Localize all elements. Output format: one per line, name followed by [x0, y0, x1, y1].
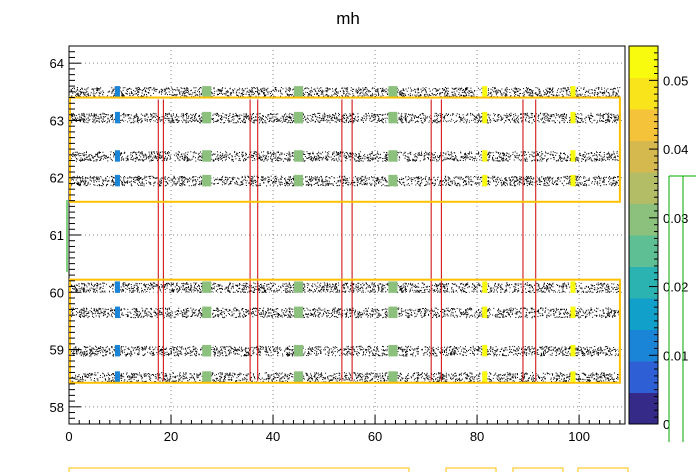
colorbar-tick-label: 0	[663, 417, 670, 432]
column-marker	[202, 111, 212, 124]
colorbar-tick-label: 0.02	[663, 280, 688, 295]
colorbar-block	[629, 203, 658, 236]
column-marker	[482, 111, 488, 124]
y-tick-label: 59	[50, 343, 64, 358]
column-marker	[388, 306, 398, 319]
bottom-decoration	[68, 467, 629, 472]
column-marker	[294, 111, 304, 124]
column-marker	[114, 150, 120, 162]
x-tick-label: 40	[266, 429, 280, 444]
point-strip	[70, 372, 621, 383]
column-marker	[294, 150, 304, 162]
column-marker	[482, 174, 488, 187]
colorbar-frame	[628, 45, 659, 425]
x-axis: 0 20 40 60 80 100	[65, 415, 621, 444]
y-tick-label: 58	[50, 400, 64, 415]
column-marker	[294, 281, 304, 293]
column-marker	[202, 281, 212, 293]
column-marker	[202, 174, 212, 187]
plot-area: 0 20 40 60 80 100 58 59 60 61 62 63 64	[50, 45, 626, 444]
column-marker	[202, 306, 212, 319]
colorbar-block	[629, 298, 658, 330]
column-markers	[114, 86, 576, 383]
column-marker	[570, 281, 576, 293]
column-marker	[482, 86, 488, 98]
column-marker	[202, 371, 212, 383]
colorbar-block	[629, 140, 658, 173]
column-marker	[114, 371, 120, 383]
column-marker	[570, 86, 576, 98]
column-marker	[570, 174, 576, 187]
y-tick-label: 61	[50, 228, 64, 243]
column-marker	[570, 306, 576, 319]
chart-title: mh	[336, 9, 360, 28]
column-marker	[294, 306, 304, 319]
colorbar-tick-label: 0.04	[663, 142, 688, 157]
column-marker	[482, 150, 488, 162]
column-marker	[482, 344, 488, 357]
column-marker	[482, 306, 488, 319]
x-tick-label: 0	[65, 429, 72, 444]
column-marker	[202, 150, 212, 162]
colorbar-tick-label: 0.03	[663, 211, 688, 226]
column-marker	[570, 111, 576, 124]
colorbar-block	[629, 361, 658, 393]
x-tick-label: 20	[164, 429, 178, 444]
column-marker	[388, 150, 398, 162]
colorbar-tick-label: 0.05	[663, 73, 688, 88]
column-marker	[114, 111, 120, 124]
column-marker	[202, 344, 212, 357]
colorbar: 0 0.01 0.02 0.03 0.04 0.05	[628, 45, 688, 432]
colorbar-block	[629, 109, 658, 141]
column-marker	[570, 150, 576, 162]
colorbar-block	[629, 77, 658, 110]
colorbar-block	[629, 172, 658, 204]
y-tick-label: 60	[50, 285, 64, 300]
column-marker	[114, 306, 120, 319]
colorbar-tick-label: 0.01	[663, 348, 688, 363]
colorbar-gradient	[629, 46, 658, 425]
module-box	[69, 96, 621, 203]
edge-lines	[157, 99, 537, 381]
column-marker	[482, 371, 488, 383]
x-tick-label: 100	[568, 429, 590, 444]
x-tick-label: 60	[368, 429, 382, 444]
colorbar-block	[629, 46, 658, 78]
column-marker	[294, 344, 304, 357]
y-tick-label: 63	[50, 113, 64, 128]
x-tick-label: 80	[470, 429, 484, 444]
side-decoration	[66, 175, 696, 442]
column-marker	[388, 86, 398, 98]
y-tick-label: 64	[50, 56, 64, 71]
column-marker	[570, 344, 576, 357]
column-marker	[388, 371, 398, 383]
colorbar-block	[629, 329, 658, 362]
y-axis: 58 59 60 61 62 63 64	[50, 45, 81, 425]
column-marker	[202, 86, 212, 98]
column-marker	[114, 281, 120, 293]
column-marker	[482, 281, 488, 293]
colorbar-block	[629, 235, 658, 267]
column-marker	[570, 371, 576, 383]
point-strip	[71, 345, 621, 357]
column-marker	[114, 174, 120, 187]
column-marker	[114, 86, 120, 98]
column-marker	[388, 344, 398, 357]
column-marker	[114, 344, 120, 357]
column-marker	[294, 86, 304, 98]
column-marker	[294, 371, 304, 383]
column-marker	[294, 174, 304, 187]
y-tick-label: 62	[50, 171, 64, 186]
column-marker	[388, 111, 398, 124]
module-boxes	[69, 96, 621, 384]
colorbar-block	[629, 392, 658, 425]
module-box	[69, 278, 621, 384]
colorbar-block	[629, 266, 658, 299]
column-marker	[388, 281, 398, 293]
column-marker	[388, 174, 398, 187]
